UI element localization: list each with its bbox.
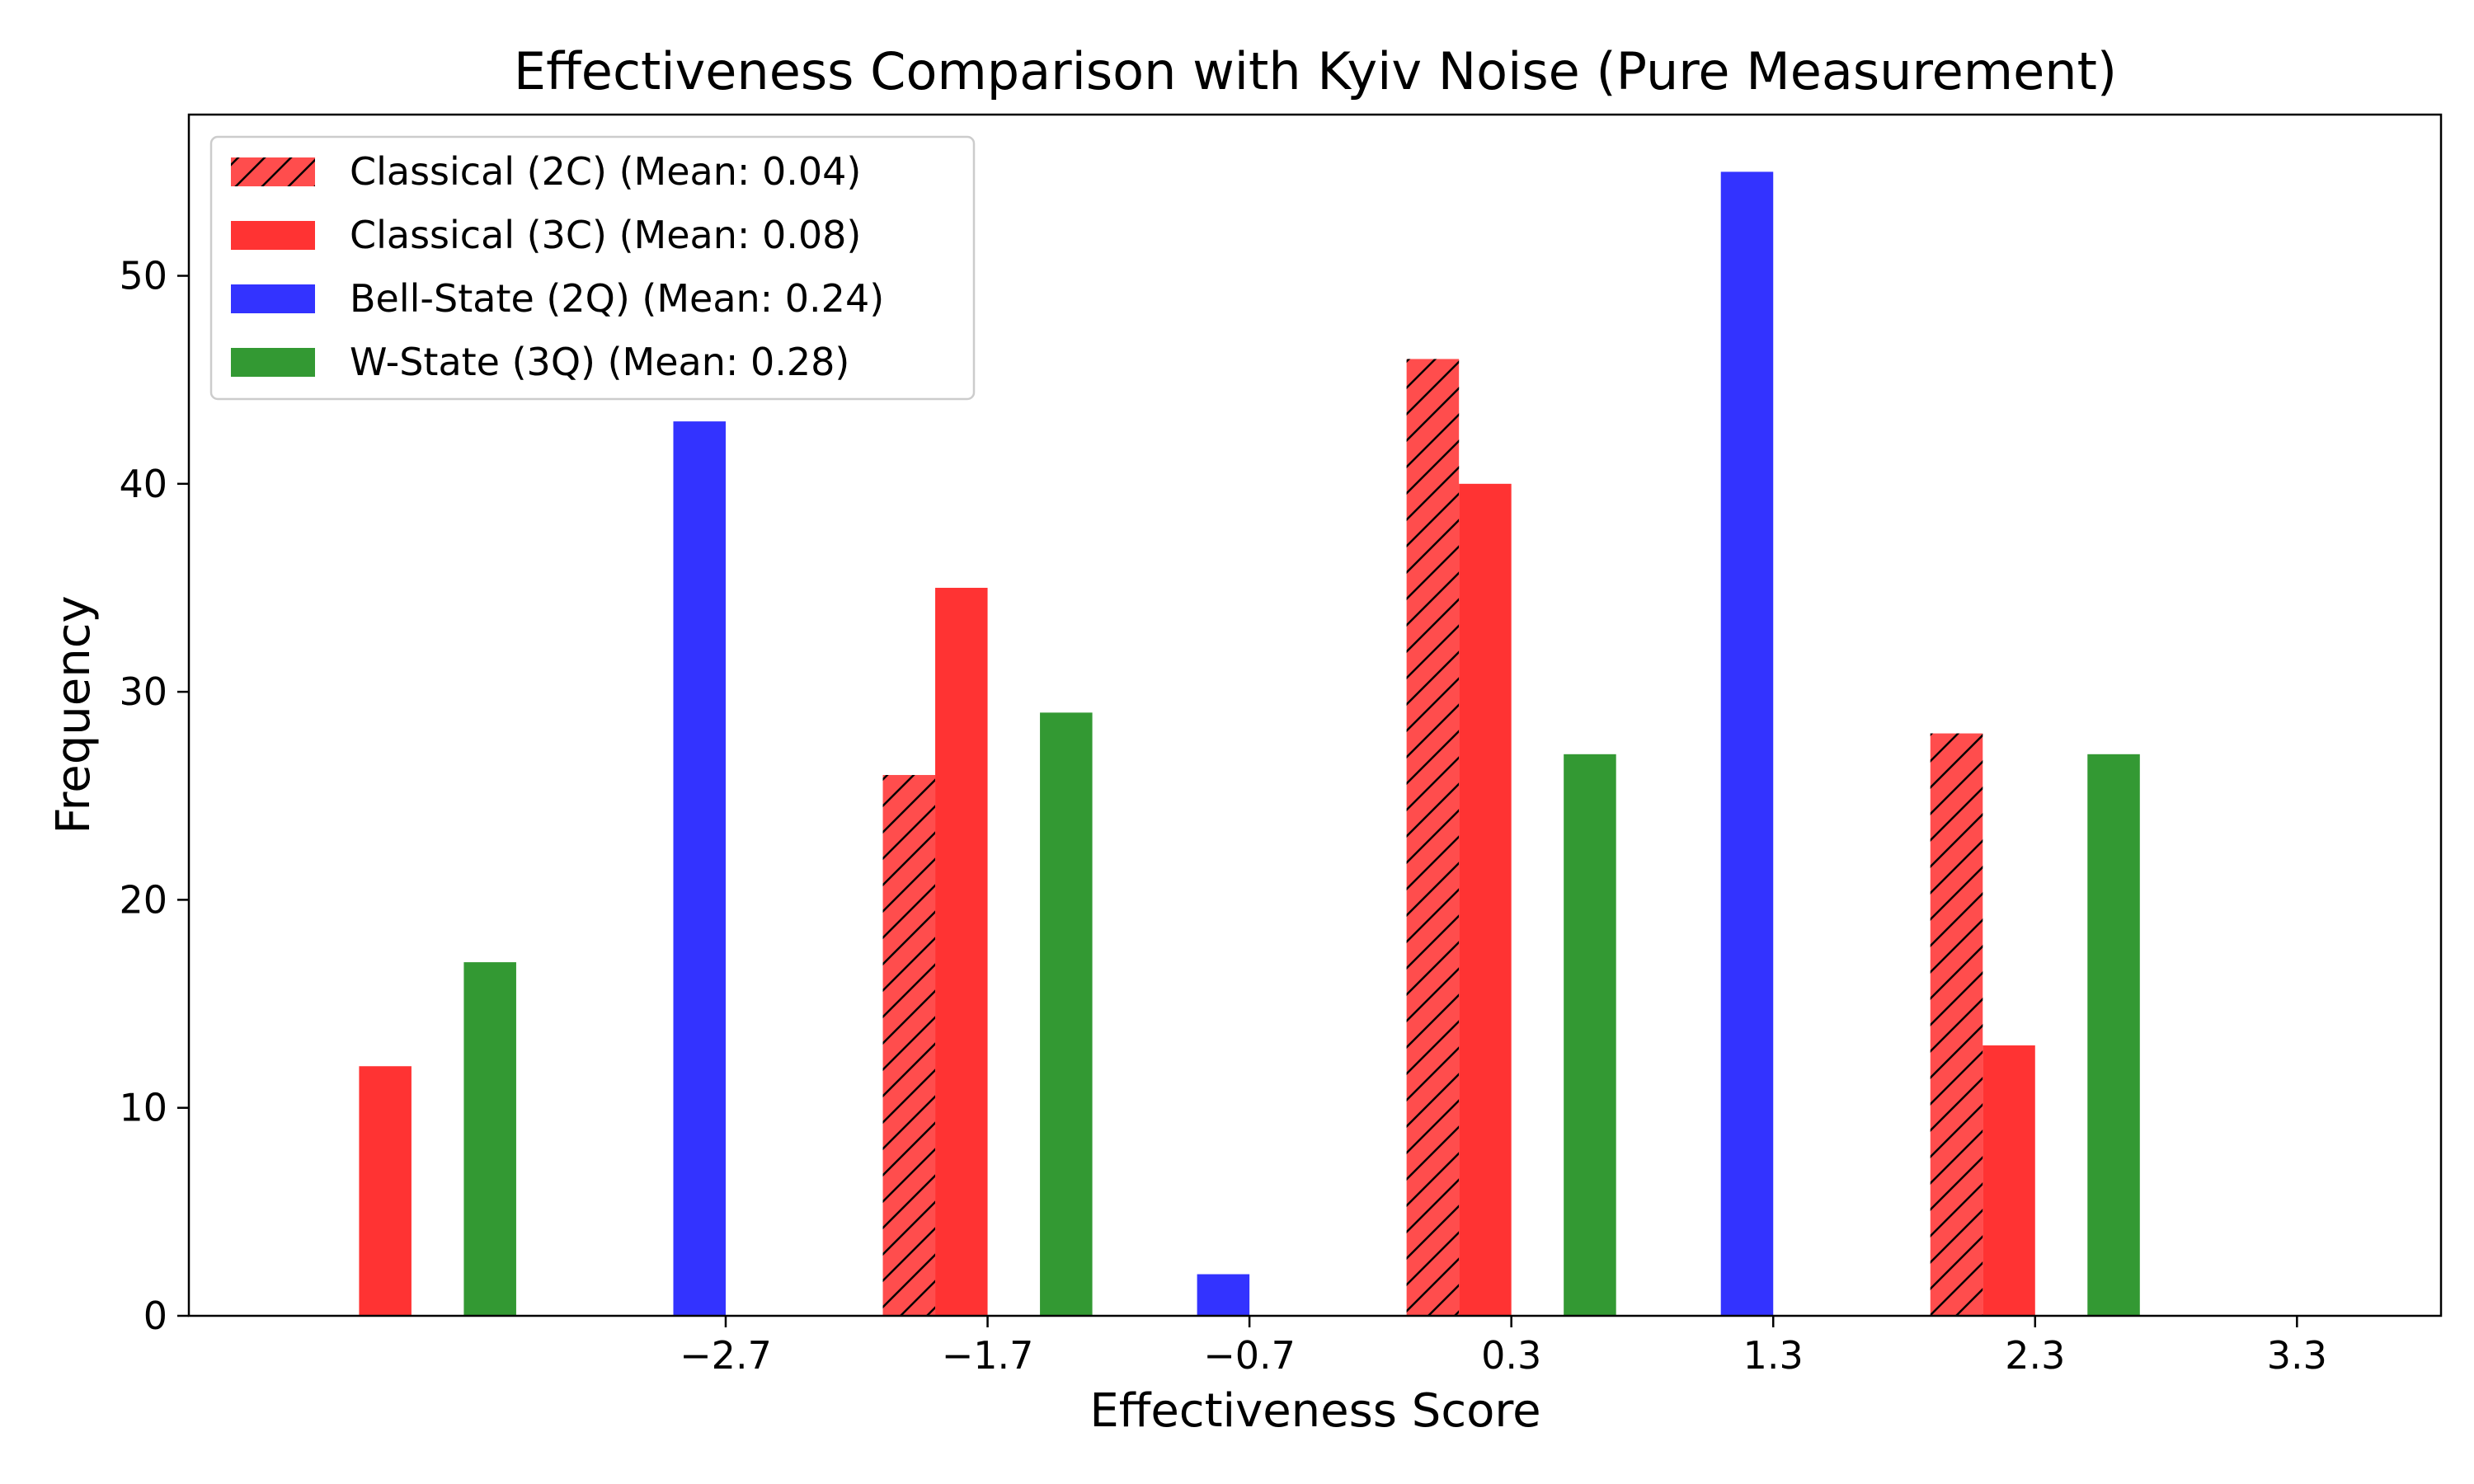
bar-2-1 (359, 1066, 412, 1316)
plot-frame (187, 113, 2443, 1317)
y-tick-label: 20 (119, 877, 167, 922)
y-tick-label: 0 (143, 1294, 167, 1338)
x-tick-label: 0.3 (1481, 1333, 1541, 1378)
bar-4-4 (2087, 754, 2140, 1316)
x-axis-ticks: −2.7 −1.7 −0.7 0.3 1.3 2.3 3.3 (680, 1316, 2327, 1378)
bar-2-2 (935, 587, 988, 1316)
bar-4-1 (463, 962, 516, 1316)
legend-label-4: W-State (3Q) (Mean: 0.28) (350, 340, 849, 384)
bar-hatch-1-3 (1930, 733, 1983, 1316)
bar-4-2 (1040, 712, 1093, 1316)
x-tick-label: 3.3 (2267, 1333, 2327, 1378)
legend-label-3: Bell-State (2Q) (Mean: 0.24) (350, 276, 884, 321)
legend-swatch-2 (231, 221, 315, 250)
bar-3-2 (1197, 1274, 1250, 1316)
x-axis-label: Effectiveness Score (1089, 1384, 1540, 1438)
bar-hatch-1-2 (1406, 359, 1460, 1316)
bar-3-1 (673, 421, 726, 1317)
legend-swatch-4 (231, 348, 315, 377)
legend-label-2: Classical (3C) (Mean: 0.08) (350, 213, 861, 257)
bars-layer (359, 171, 2140, 1317)
y-tick-label: 40 (119, 462, 167, 506)
x-tick-label: −1.7 (942, 1333, 1034, 1378)
bar-hatch-1-1 (882, 775, 936, 1316)
legend-label-1: Classical (2C) (Mean: 0.04) (350, 149, 861, 194)
chart-title: Effectiveness Comparison with Kyiv Noise… (514, 41, 2117, 101)
legend-swatch-3 (231, 284, 315, 313)
y-tick-label: 50 (119, 254, 167, 298)
bar-2-3 (1459, 483, 1512, 1316)
x-tick-label: −2.7 (680, 1333, 772, 1378)
legend: Classical (2C) (Mean: 0.04) Classical (3C… (209, 135, 976, 401)
y-axis-ticks: 0 10 20 30 40 50 (119, 254, 189, 1338)
legend-box (209, 135, 976, 401)
x-tick-label: 1.3 (1743, 1333, 1804, 1378)
y-tick-label: 10 (119, 1086, 167, 1130)
legend-swatch-hatch-1 (231, 157, 315, 186)
x-tick-label: −0.7 (1203, 1333, 1296, 1378)
x-tick-label: 2.3 (2005, 1333, 2065, 1378)
y-tick-label: 30 (119, 669, 167, 714)
y-axis-label: Frequency (47, 595, 101, 834)
bar-4-3 (1564, 754, 1616, 1316)
bar-3-3 (1720, 171, 1774, 1316)
bar-2-4 (1982, 1045, 2035, 1316)
